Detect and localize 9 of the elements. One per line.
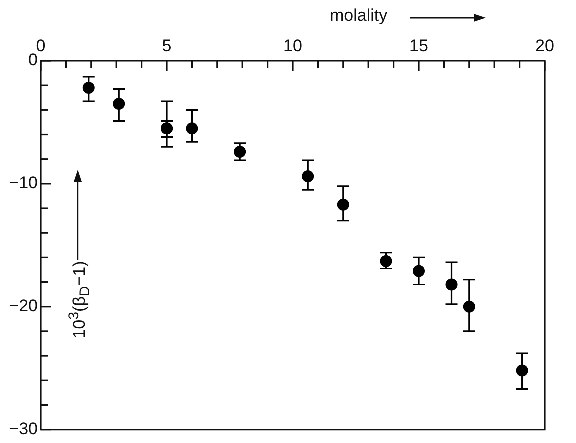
x-tick-label: 15 [410, 36, 428, 56]
x-tick-label: 20 [536, 36, 554, 56]
y-tick-label: −20 [9, 296, 38, 316]
x-axis-title: molality [330, 6, 388, 26]
x-tick-label: 5 [162, 36, 172, 56]
y-tick-label: −30 [9, 419, 38, 438]
x-tick-label: 10 [284, 36, 302, 56]
y-tick-label: −10 [9, 174, 38, 193]
y-tick-label: 0 [28, 50, 38, 70]
